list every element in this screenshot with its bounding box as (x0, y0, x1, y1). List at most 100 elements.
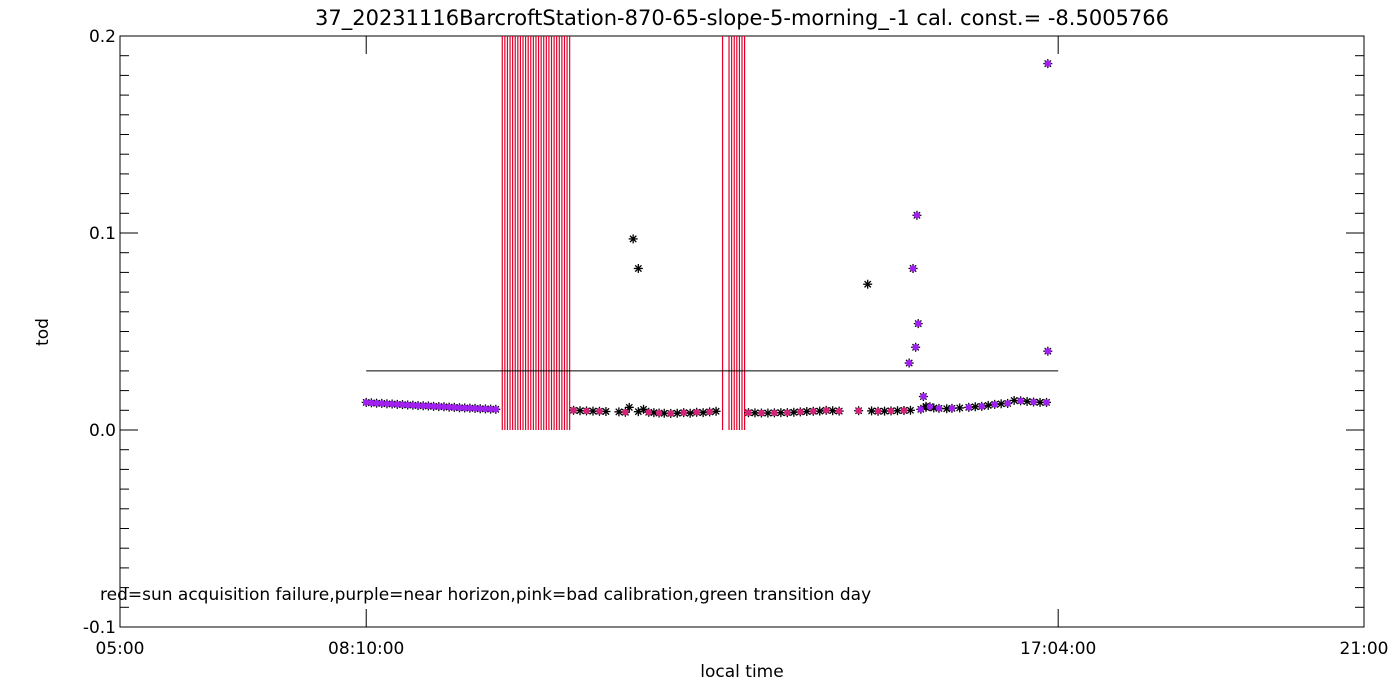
data-point (1044, 60, 1052, 67)
sun-failure-lines (501, 36, 746, 430)
data-point (1044, 348, 1052, 355)
y-tick-label: -0.1 (83, 618, 116, 638)
data-point (917, 406, 925, 413)
data-point (583, 407, 590, 415)
data-point (440, 403, 448, 410)
data-point (622, 409, 629, 416)
data-point (978, 403, 985, 410)
data-point (758, 409, 765, 417)
x-axis-label: local time (700, 662, 783, 682)
data-point (430, 403, 437, 410)
data-point (913, 212, 921, 219)
data-point (763, 408, 773, 418)
data-point (383, 400, 391, 407)
x-tick-label: 08:10:00 (328, 639, 404, 659)
data-point (991, 401, 998, 408)
data-point (466, 404, 474, 412)
data-point (570, 407, 577, 414)
data-point (905, 405, 915, 415)
data-point (409, 401, 417, 409)
data-point (414, 402, 422, 409)
data-point (596, 408, 603, 415)
data-point (378, 400, 385, 407)
y-tick-label: 0.1 (89, 224, 116, 244)
data-point (912, 344, 919, 351)
data-point (425, 402, 432, 410)
data-point (915, 320, 922, 327)
data-point (810, 408, 817, 415)
data-point (404, 401, 411, 409)
data-point (1004, 400, 1011, 407)
data-markers (361, 59, 1053, 418)
x-tick-label: 17:04:00 (1020, 639, 1096, 659)
chart-annotation: red=sun acquisition failure,purple=near … (100, 585, 871, 605)
x-tick-label: 05:00 (96, 639, 145, 659)
data-point (955, 403, 965, 413)
data-point (909, 265, 917, 272)
data-point (482, 405, 489, 413)
data-point (624, 402, 634, 412)
data-point (614, 407, 624, 417)
data-point (363, 399, 370, 406)
data-point (1022, 396, 1032, 406)
data-point (863, 279, 873, 289)
data-point (628, 234, 638, 244)
chart-title: 37_20231116BarcroftStation-870-65-slope-… (315, 6, 1169, 31)
data-point (771, 409, 778, 417)
data-point (1030, 398, 1037, 406)
data-point (420, 402, 427, 409)
data-point (680, 409, 687, 416)
data-point (1009, 395, 1019, 405)
data-point (456, 404, 463, 411)
data-point (745, 409, 752, 416)
data-point (373, 400, 380, 407)
data-point (394, 401, 401, 408)
data-point (698, 408, 708, 418)
data-point (1043, 399, 1050, 406)
x-tick-label: 21:00 (1340, 639, 1389, 659)
data-point (667, 410, 674, 417)
data-point (935, 405, 943, 412)
data-point (388, 400, 396, 408)
data-point (920, 393, 927, 400)
data-point (435, 403, 442, 410)
data-point (711, 406, 721, 416)
data-point (835, 407, 843, 415)
data-point (445, 403, 453, 411)
y-axis-label: tod (33, 318, 53, 346)
data-point (887, 407, 895, 415)
y-tick-label: 0.2 (89, 27, 116, 47)
data-point (368, 399, 375, 407)
axis-ticks: -0.1 0.0 0.1 0.2 05:00 08:10:00 17:04:00 21:00 (83, 27, 1389, 659)
data-point (823, 407, 830, 414)
data-point (399, 401, 406, 408)
data-point (983, 400, 993, 410)
data-point (461, 404, 468, 412)
data-point (784, 409, 791, 416)
data-point (797, 408, 804, 416)
data-point (601, 406, 611, 416)
data-point (926, 403, 934, 410)
data-point (477, 405, 484, 412)
data-point (471, 405, 479, 412)
data-point (685, 408, 695, 418)
data-point (815, 406, 825, 416)
data-point (588, 406, 598, 416)
data-point (693, 409, 700, 416)
data-point (492, 406, 499, 413)
data-point (451, 404, 458, 411)
data-point (905, 359, 913, 367)
data-point (633, 263, 643, 273)
data-point (855, 407, 862, 414)
data-point (900, 407, 908, 414)
data-point (965, 404, 972, 411)
data-point (655, 409, 663, 417)
data-point (706, 408, 713, 416)
data-point (487, 405, 494, 413)
y-tick-label: 0.0 (89, 421, 116, 441)
data-point (645, 409, 652, 416)
data-point (789, 407, 799, 417)
data-point (1017, 397, 1024, 405)
data-point (948, 405, 956, 412)
